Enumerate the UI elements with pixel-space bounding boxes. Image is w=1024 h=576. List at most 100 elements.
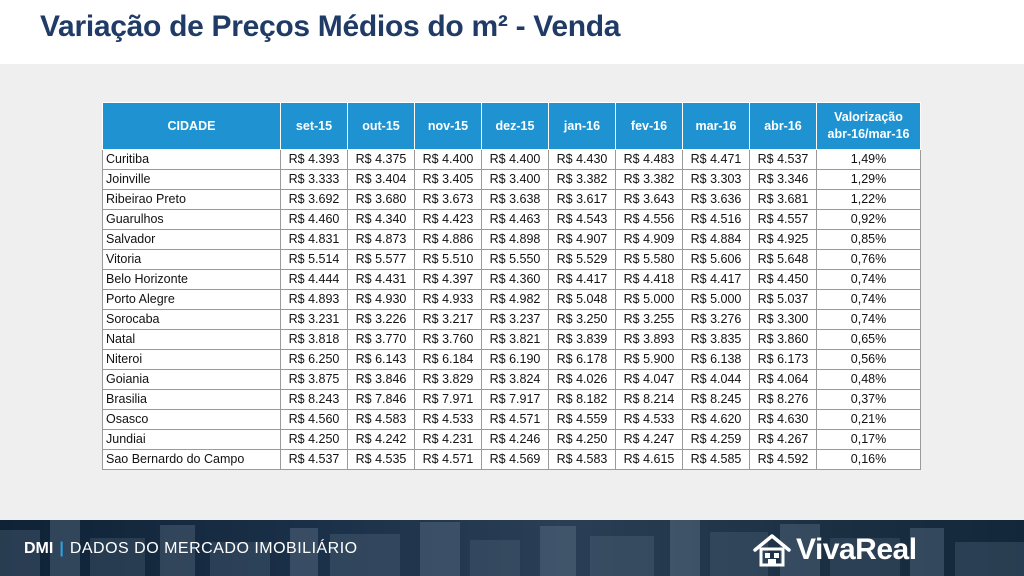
footer-tagline: DADOS DO MERCADO IMOBILIÁRIO xyxy=(69,540,358,557)
price-cell: R$ 4.026 xyxy=(548,369,616,390)
price-cell: R$ 5.580 xyxy=(615,249,683,270)
price-cell: R$ 3.643 xyxy=(615,189,683,210)
price-cell: R$ 4.463 xyxy=(481,209,549,230)
price-cell: R$ 4.393 xyxy=(280,149,348,170)
price-cell: R$ 3.303 xyxy=(682,169,750,190)
price-cell: R$ 4.044 xyxy=(682,369,750,390)
price-cell: R$ 5.606 xyxy=(682,249,750,270)
price-cell: R$ 4.893 xyxy=(280,289,348,310)
city-cell: Belo Horizonte xyxy=(102,269,281,290)
page-title: Variação de Preços Médios do m² - Venda xyxy=(40,10,621,43)
column-header-city: CIDADE xyxy=(102,102,281,150)
table-header-row: CIDADE set-15 out-15 nov-15 dez-15 jan-16 fev-… xyxy=(102,102,921,150)
footer-separator: | xyxy=(59,540,64,557)
price-cell: R$ 3.636 xyxy=(682,189,750,210)
price-cell: R$ 4.450 xyxy=(749,269,817,290)
price-cell: R$ 4.831 xyxy=(280,229,348,250)
table-row: Natal R$ 3.818 R$ 3.770 R$ 3.760 R$ 3.821 R$ … xyxy=(102,329,921,350)
city-cell: Goiania xyxy=(102,369,281,390)
price-cell: R$ 5.048 xyxy=(548,289,616,310)
price-cell: R$ 4.400 xyxy=(414,149,482,170)
table-row: Salvador R$ 4.831 R$ 4.873 R$ 4.886 R$ 4.898… xyxy=(102,229,921,250)
logo-wordmark: VivaReal xyxy=(796,533,917,566)
price-cell: R$ 6.190 xyxy=(481,349,549,370)
table-row: Brasilia R$ 8.243 R$ 7.846 R$ 7.971 R$ 7.917… xyxy=(102,389,921,410)
column-header-month: dez-15 xyxy=(481,102,549,150)
price-cell: R$ 3.673 xyxy=(414,189,482,210)
price-cell: R$ 4.246 xyxy=(481,429,549,450)
price-cell: R$ 4.585 xyxy=(682,449,750,470)
price-cell: R$ 3.692 xyxy=(280,189,348,210)
price-cell: R$ 4.583 xyxy=(548,449,616,470)
price-cell: R$ 4.535 xyxy=(347,449,415,470)
price-cell: R$ 3.405 xyxy=(414,169,482,190)
price-cell: R$ 3.770 xyxy=(347,329,415,350)
city-cell: Joinville xyxy=(102,169,281,190)
price-cell: R$ 6.250 xyxy=(280,349,348,370)
price-cell: R$ 4.537 xyxy=(749,149,817,170)
price-cell: R$ 3.346 xyxy=(749,169,817,190)
price-cell: R$ 4.592 xyxy=(749,449,817,470)
city-cell: Natal xyxy=(102,329,281,350)
price-cell: R$ 3.818 xyxy=(280,329,348,350)
valorization-cell: 0,21% xyxy=(816,409,921,430)
price-cell: R$ 6.184 xyxy=(414,349,482,370)
table-row: Sao Bernardo do Campo R$ 4.537 R$ 4.535 R$ … xyxy=(102,449,921,470)
column-header-month: set-15 xyxy=(280,102,348,150)
valorization-cell: 0,85% xyxy=(816,229,921,250)
price-cell: R$ 3.835 xyxy=(682,329,750,350)
price-cell: R$ 6.178 xyxy=(548,349,616,370)
price-cell: R$ 5.648 xyxy=(749,249,817,270)
table-row: Belo Horizonte R$ 4.444 R$ 4.431 R$ 4.397 R$… xyxy=(102,269,921,290)
price-cell: R$ 3.276 xyxy=(682,309,750,330)
price-cell: R$ 6.138 xyxy=(682,349,750,370)
price-cell: R$ 4.559 xyxy=(548,409,616,430)
price-cell: R$ 4.047 xyxy=(615,369,683,390)
valorization-cell: 0,92% xyxy=(816,209,921,230)
city-cell: Curitiba xyxy=(102,149,281,170)
price-cell: R$ 3.255 xyxy=(615,309,683,330)
price-cell: R$ 3.226 xyxy=(347,309,415,330)
valorization-cell: 1,22% xyxy=(816,189,921,210)
price-cell: R$ 4.242 xyxy=(347,429,415,450)
city-cell: Ribeirao Preto xyxy=(102,189,281,210)
price-cell: R$ 5.529 xyxy=(548,249,616,270)
price-cell: R$ 4.423 xyxy=(414,209,482,230)
price-cell: R$ 6.143 xyxy=(347,349,415,370)
price-cell: R$ 3.680 xyxy=(347,189,415,210)
price-cell: R$ 4.898 xyxy=(481,229,549,250)
valorization-header-line: Valorização xyxy=(834,110,903,124)
price-cell: R$ 4.560 xyxy=(280,409,348,430)
table-row: Guarulhos R$ 4.460 R$ 4.340 R$ 4.423 R$ 4.46… xyxy=(102,209,921,230)
price-cell: R$ 4.471 xyxy=(682,149,750,170)
valorization-cell: 1,29% xyxy=(816,169,921,190)
table-row: Sorocaba R$ 3.231 R$ 3.226 R$ 3.217 R$ 3.237… xyxy=(102,309,921,330)
price-cell: R$ 3.400 xyxy=(481,169,549,190)
column-header-month: nov-15 xyxy=(414,102,482,150)
price-cell: R$ 8.243 xyxy=(280,389,348,410)
price-cell: R$ 3.231 xyxy=(280,309,348,330)
column-header-month: jan-16 xyxy=(548,102,616,150)
valorization-cell: 0,16% xyxy=(816,449,921,470)
city-cell: Sorocaba xyxy=(102,309,281,330)
price-cell: R$ 3.617 xyxy=(548,189,616,210)
city-cell: Brasilia xyxy=(102,389,281,410)
footer-caption: DMI | DADOS DO MERCADO IMOBILIÁRIO xyxy=(24,540,358,558)
footer-bar: DMI | DADOS DO MERCADO IMOBILIÁRIO VivaRea… xyxy=(0,520,1024,576)
city-cell: Vitoria xyxy=(102,249,281,270)
price-cell: R$ 4.571 xyxy=(414,449,482,470)
price-cell: R$ 5.000 xyxy=(615,289,683,310)
price-cell: R$ 3.300 xyxy=(749,309,817,330)
price-cell: R$ 4.925 xyxy=(749,229,817,250)
price-cell: R$ 4.907 xyxy=(548,229,616,250)
price-cell: R$ 8.214 xyxy=(615,389,683,410)
price-cell: R$ 4.930 xyxy=(347,289,415,310)
valorization-cell: 0,48% xyxy=(816,369,921,390)
price-cell: R$ 4.250 xyxy=(280,429,348,450)
price-cell: R$ 4.431 xyxy=(347,269,415,290)
price-cell: R$ 4.483 xyxy=(615,149,683,170)
price-cell: R$ 4.430 xyxy=(548,149,616,170)
table-row: Vitoria R$ 5.514 R$ 5.577 R$ 5.510 R$ 5.550 R… xyxy=(102,249,921,270)
price-cell: R$ 5.577 xyxy=(347,249,415,270)
price-cell: R$ 4.267 xyxy=(749,429,817,450)
